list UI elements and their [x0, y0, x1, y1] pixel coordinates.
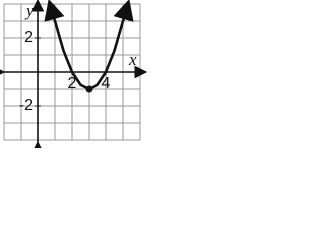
chart: x y 2 4 2 -2 — [0, 0, 148, 148]
curve-arrow — [113, 0, 134, 22]
vertex-point — [85, 85, 93, 93]
x-tick-label: 2 — [68, 75, 77, 92]
y-tick-label: 2 — [24, 29, 33, 46]
x-axis-label: x — [128, 50, 137, 69]
curve-arrow — [44, 0, 65, 22]
x-tick-label: 4 — [102, 75, 111, 92]
y-axis-label: y — [24, 1, 34, 20]
y-tick-label: -2 — [19, 97, 33, 114]
